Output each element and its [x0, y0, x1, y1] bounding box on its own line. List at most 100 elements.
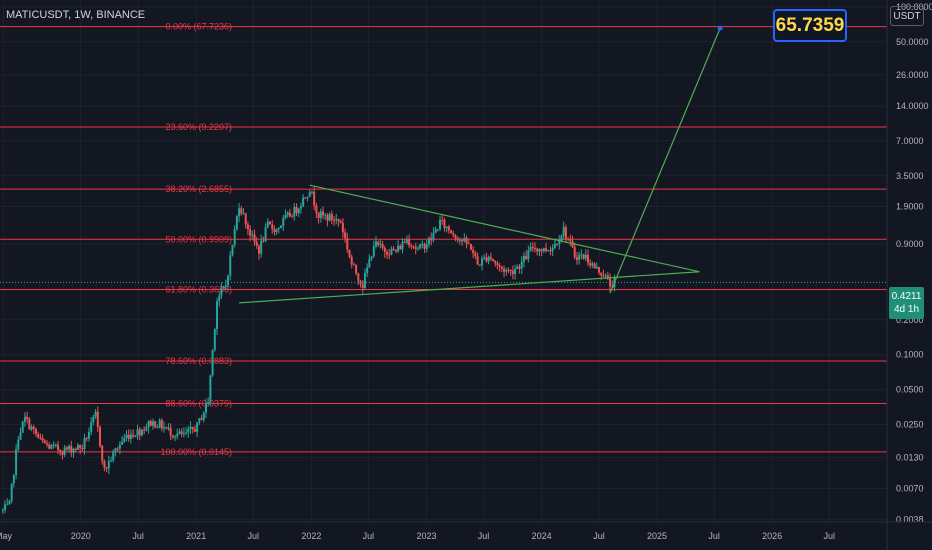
- candle-body: [83, 438, 86, 449]
- candle-body: [463, 237, 466, 242]
- candle-body: [156, 427, 159, 429]
- candle-body: [492, 258, 495, 262]
- candle-body: [337, 219, 340, 222]
- candle-body: [602, 275, 605, 277]
- candle-body: [227, 275, 230, 286]
- candle-body: [291, 216, 294, 218]
- candle-body: [160, 420, 163, 429]
- candle-body: [70, 445, 73, 453]
- candle-body: [573, 246, 576, 258]
- candle-body: [129, 434, 132, 439]
- candle-body: [379, 243, 382, 246]
- candle-body: [72, 448, 75, 453]
- candle-body: [193, 429, 196, 432]
- candle-body: [319, 211, 322, 218]
- candle-body: [408, 238, 411, 246]
- candle-body: [176, 433, 179, 437]
- fib-retracement[interactable]: 0.00% (67.7236) 23.60% (9.2207) 38.20% (2.…: [0, 22, 887, 457]
- time-tick-label: 2025: [647, 531, 667, 541]
- candle-body: [59, 450, 62, 453]
- candle-body: [445, 226, 448, 228]
- time-tick-label: Jul: [363, 531, 375, 541]
- candle-body: [103, 460, 106, 468]
- candle-body: [394, 250, 397, 252]
- candle-body: [112, 451, 115, 461]
- candle-body: [151, 421, 154, 426]
- candle-body: [403, 241, 406, 243]
- candle-body: [211, 349, 214, 376]
- time-tick-label: 2024: [532, 531, 552, 541]
- fib-level-label: 38.20% (2.6855): [165, 184, 232, 194]
- candle-body: [465, 237, 468, 244]
- candle-body: [127, 434, 130, 439]
- candle-body: [324, 215, 327, 217]
- candle-body: [500, 266, 503, 269]
- candle-body: [229, 255, 232, 276]
- candle-body: [339, 221, 342, 223]
- candle-body: [350, 256, 353, 265]
- time-tick-label: Jul: [593, 531, 605, 541]
- candle-body: [257, 245, 260, 254]
- candle-body: [169, 427, 172, 436]
- candle-body: [372, 246, 375, 257]
- trendlines[interactable]: [0, 25, 887, 304]
- candle-body: [578, 254, 581, 260]
- candle-body: [213, 329, 216, 350]
- candle-body: [271, 224, 274, 229]
- candle-body: [551, 248, 554, 251]
- candle-body: [377, 241, 380, 246]
- candle-body: [308, 192, 311, 197]
- time-tick-label: Jul: [132, 531, 144, 541]
- candle-body: [189, 426, 192, 429]
- fib-level-label: 100.00% (0.0145): [160, 447, 232, 457]
- candle-body: [37, 434, 40, 438]
- candle-body: [10, 483, 13, 501]
- candle-body: [474, 253, 477, 257]
- candle-body: [240, 208, 243, 214]
- candle-body: [564, 226, 567, 239]
- candle-body: [191, 426, 194, 430]
- candle-body: [598, 266, 601, 273]
- candle-body: [269, 221, 272, 225]
- candle-body: [284, 214, 287, 219]
- candle-body: [370, 256, 373, 259]
- candle-body: [558, 240, 561, 245]
- target-price-label: 65.7359: [773, 9, 847, 42]
- candle-body: [410, 245, 413, 247]
- candle-body: [485, 257, 488, 262]
- trendline-upper: [309, 184, 700, 273]
- candle-body: [509, 270, 512, 272]
- candle-body: [361, 283, 364, 288]
- currency-unit-button[interactable]: USDT: [890, 6, 924, 26]
- candle-body: [297, 208, 300, 214]
- current-price-value: 0.4211: [891, 291, 922, 302]
- candles: [1, 185, 616, 515]
- candle-body: [531, 246, 534, 249]
- candle-body: [145, 427, 148, 431]
- candle-body: [50, 445, 53, 449]
- price-tick-label: 0.2000: [896, 315, 924, 325]
- time-axis[interactable]: May 2020 Jul 2021 Jul 2022 Jul 2023 Jul 2024 Jul 20…: [0, 521, 932, 541]
- candle-body: [436, 229, 439, 231]
- candle-body: [556, 243, 559, 245]
- candle-body: [266, 221, 269, 228]
- candle-body: [138, 429, 141, 436]
- price-tick-label: 0.0500: [896, 385, 924, 395]
- fib-level-label: 78.60% (0.0883): [165, 356, 232, 366]
- candle-body: [322, 211, 325, 216]
- candle-body: [39, 437, 42, 439]
- candle-body: [586, 254, 589, 263]
- candle-body: [293, 206, 296, 217]
- candle-body: [222, 286, 225, 289]
- price-axis[interactable]: 100.0000 50.0000 26.0000 14.0000 7.0000 3.500…: [886, 0, 932, 550]
- candle-body: [522, 255, 525, 262]
- fib-level-label: 50.00% (0.9909): [165, 234, 232, 244]
- candle-body: [454, 234, 457, 239]
- symbol-title[interactable]: MATICUSDT, 1W, BINANCE: [6, 9, 146, 21]
- candle-body: [264, 227, 267, 242]
- candle-body: [609, 278, 612, 287]
- candle-body: [101, 445, 104, 461]
- candle-body: [405, 238, 408, 243]
- candle-body: [483, 257, 486, 259]
